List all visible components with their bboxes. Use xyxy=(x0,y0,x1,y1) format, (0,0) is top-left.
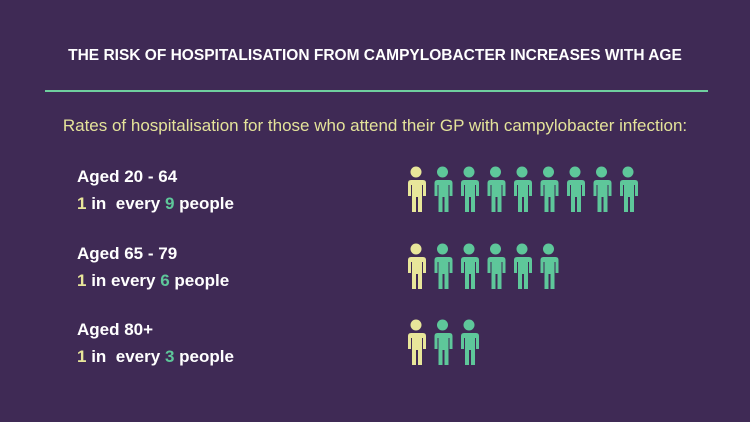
rate-text: 1 in every 6 people xyxy=(77,267,229,294)
icon-head xyxy=(596,166,607,178)
middle-text: in every xyxy=(91,271,156,290)
person-icon xyxy=(567,166,585,212)
divider xyxy=(45,90,708,92)
title: THE RISK OF HOSPITALISATION FROM CAMPYLO… xyxy=(68,47,682,64)
icon-head xyxy=(437,319,448,331)
icon-body xyxy=(540,257,559,289)
person-icon xyxy=(434,243,453,289)
icon-head xyxy=(463,319,475,331)
icon-head xyxy=(569,166,581,178)
icon-body xyxy=(408,180,426,212)
total: 9 xyxy=(164,194,175,213)
person-icon xyxy=(620,166,638,212)
icon-body xyxy=(620,180,638,212)
icon-body xyxy=(487,257,506,289)
icon-head xyxy=(410,319,422,331)
icon-head xyxy=(437,166,448,178)
person-icon xyxy=(408,243,426,289)
icon-row xyxy=(408,319,479,365)
icon-head xyxy=(543,243,554,255)
end-text: people xyxy=(179,194,234,213)
person-icon xyxy=(487,243,506,289)
person-icon xyxy=(514,243,532,289)
middle-text: in every xyxy=(91,194,161,213)
person-icon xyxy=(540,243,559,289)
icon-head xyxy=(437,243,448,255)
icon-head xyxy=(463,166,475,178)
icon-body xyxy=(408,333,426,365)
end-text: people xyxy=(179,347,234,366)
row: Aged 20 - 64 1 in every 9 people xyxy=(77,163,234,217)
person-icon xyxy=(434,319,453,365)
icon-head xyxy=(410,166,422,178)
icon-body xyxy=(408,257,426,289)
icon-body xyxy=(567,180,585,212)
person-icon xyxy=(487,166,506,212)
icon-head xyxy=(410,243,422,255)
icon-body xyxy=(593,180,612,212)
icon-body xyxy=(434,180,453,212)
icon-body xyxy=(514,180,532,212)
icon-body xyxy=(461,257,479,289)
middle-text: in every xyxy=(91,347,161,366)
row: Aged 65 - 79 1 in every 6 people xyxy=(77,240,229,294)
person-icon xyxy=(514,166,532,212)
person-icon xyxy=(540,166,559,212)
rate-text: 1 in every 3 people xyxy=(77,343,234,370)
rate-text: 1 in every 9 people xyxy=(77,190,234,217)
total: 3 xyxy=(164,347,175,366)
person-icon xyxy=(593,166,612,212)
person-icon xyxy=(434,166,453,212)
icon-head xyxy=(622,166,634,178)
icon-body xyxy=(434,333,453,365)
icon-row xyxy=(408,166,638,212)
icon-body xyxy=(487,180,506,212)
count: 1 xyxy=(77,194,87,213)
person-icon xyxy=(461,166,479,212)
row: Aged 80+ 1 in every 3 people xyxy=(77,316,234,370)
person-icon xyxy=(408,166,426,212)
icon-body xyxy=(434,257,453,289)
count: 1 xyxy=(77,347,87,366)
icon-head xyxy=(490,166,501,178)
person-icon xyxy=(461,243,479,289)
total: 6 xyxy=(160,271,170,290)
icon-head xyxy=(516,166,528,178)
age-label: Aged 80+ xyxy=(77,320,154,339)
icon-body xyxy=(461,333,479,365)
person-icon xyxy=(408,319,426,365)
icon-row xyxy=(408,243,559,289)
subtitle: Rates of hospitalisation for those who a… xyxy=(62,116,688,135)
icon-body xyxy=(540,180,559,212)
icon-body xyxy=(461,180,479,212)
icon-head xyxy=(516,243,528,255)
age-label: Aged 20 - 64 xyxy=(77,167,178,186)
person-icon xyxy=(461,319,479,365)
icon-head xyxy=(543,166,554,178)
end-text: people xyxy=(174,271,230,290)
icon-head xyxy=(490,243,501,255)
icon-head xyxy=(463,243,475,255)
count: 1 xyxy=(77,271,87,290)
icon-body xyxy=(514,257,532,289)
age-label: Aged 65 - 79 xyxy=(77,244,178,263)
